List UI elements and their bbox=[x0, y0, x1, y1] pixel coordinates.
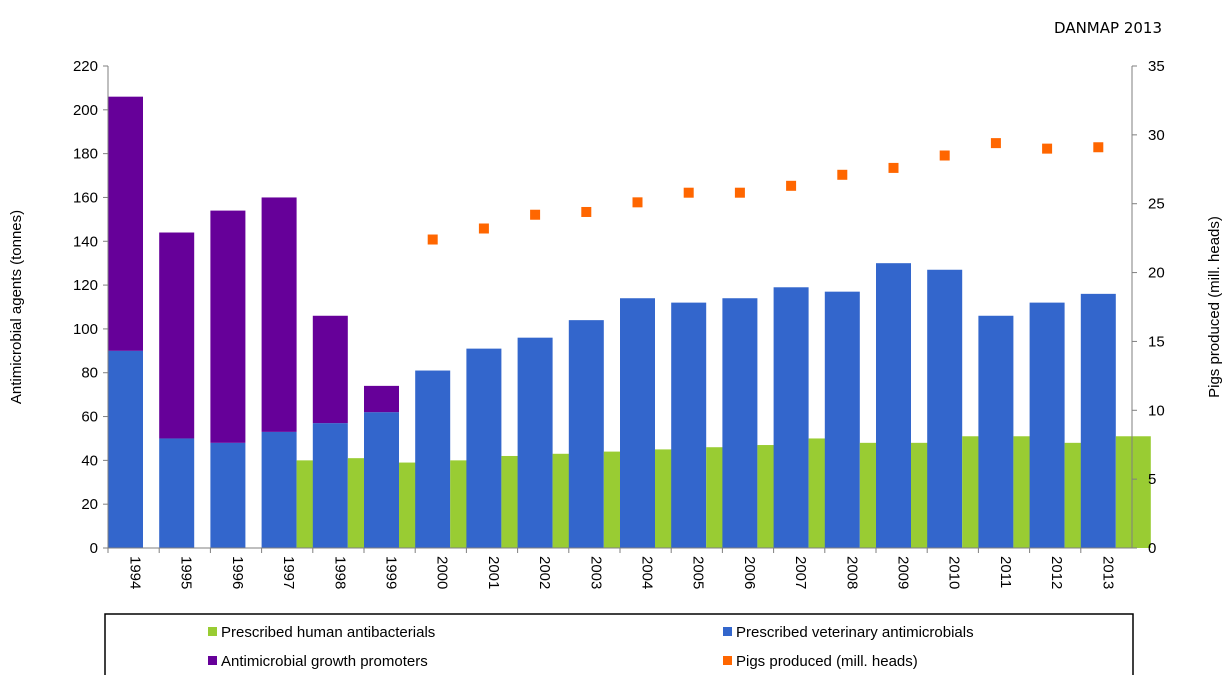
legend-swatch-pigs bbox=[723, 656, 732, 665]
bar-veterinary-2012 bbox=[1029, 302, 1065, 548]
point-pigs-2001 bbox=[478, 223, 489, 234]
bar-growth-1998 bbox=[312, 315, 348, 424]
bar-veterinary-2000 bbox=[415, 370, 451, 548]
y2-tick-label-10: 10 bbox=[1148, 402, 1165, 419]
bar-veterinary-2013 bbox=[1080, 293, 1116, 548]
legend: Prescribed human antibacterials Prescrib… bbox=[104, 613, 1134, 675]
plot-area bbox=[108, 96, 1151, 548]
x-tick-label-2012: 2012 bbox=[1048, 556, 1065, 589]
bar-veterinary-1998 bbox=[312, 423, 348, 548]
axes: 1994 1995 1996 1997 1998 1999 2000 2001 2002 2003… bbox=[73, 58, 1165, 589]
x-tick-label-2007: 2007 bbox=[792, 556, 809, 589]
y2-tick-label-35: 35 bbox=[1148, 58, 1165, 75]
x-tick-label-2008: 2008 bbox=[843, 556, 860, 589]
y-tick-label-0: 0 bbox=[90, 540, 98, 557]
x-tick-label-1996: 1996 bbox=[229, 556, 246, 589]
bar-veterinary-2008 bbox=[824, 291, 860, 548]
legend-swatch-human bbox=[208, 627, 217, 636]
bar-veterinary-1994 bbox=[108, 350, 143, 548]
bar-veterinary-2011 bbox=[978, 315, 1014, 548]
y2-tick-label-30: 30 bbox=[1148, 127, 1165, 144]
x-tick-label-2011: 2011 bbox=[997, 556, 1014, 588]
y-tick-label-20: 20 bbox=[81, 496, 98, 513]
bar-veterinary-2002 bbox=[517, 337, 553, 548]
point-pigs-2000 bbox=[427, 234, 438, 245]
bar-veterinary-2004 bbox=[620, 298, 655, 548]
point-pigs-2010 bbox=[939, 150, 950, 161]
y-tick-label-180: 180 bbox=[73, 146, 98, 163]
bar-veterinary-1996 bbox=[210, 442, 246, 548]
x-tick-label-2004: 2004 bbox=[639, 556, 656, 589]
y-tick-label-120: 120 bbox=[73, 277, 98, 294]
point-pigs-2007 bbox=[786, 180, 797, 191]
legend-box bbox=[104, 613, 1134, 675]
bar-growth-1997 bbox=[261, 197, 297, 432]
legend-label-veterinary: Prescribed veterinary antimicrobials bbox=[736, 624, 974, 641]
x-tick-label-1999: 1999 bbox=[383, 556, 400, 589]
bar-growth-1994 bbox=[108, 96, 143, 351]
y-tick-label-160: 160 bbox=[73, 189, 98, 206]
x-tick-label-1997: 1997 bbox=[280, 556, 297, 589]
bar-veterinary-1997 bbox=[261, 431, 297, 548]
point-pigs-2013 bbox=[1093, 142, 1104, 153]
bar-veterinary-1995 bbox=[159, 438, 195, 548]
bar-human-2013 bbox=[1115, 436, 1151, 548]
legend-swatch-growth bbox=[208, 656, 217, 665]
y-tick-label-220: 220 bbox=[73, 58, 98, 75]
point-pigs-2008 bbox=[837, 169, 848, 180]
point-pigs-2006 bbox=[734, 187, 745, 198]
bar-veterinary-1999 bbox=[364, 412, 399, 548]
y-tick-label-200: 200 bbox=[73, 102, 98, 119]
point-pigs-2011 bbox=[990, 138, 1001, 149]
y2-tick-label-0: 0 bbox=[1148, 540, 1156, 557]
point-pigs-2005 bbox=[683, 187, 694, 198]
bar-veterinary-2001 bbox=[466, 348, 502, 548]
bar-growth-1996 bbox=[210, 210, 246, 443]
x-tick-label-2009: 2009 bbox=[895, 556, 912, 589]
bar-veterinary-2009 bbox=[876, 263, 911, 548]
bar-veterinary-2006 bbox=[722, 298, 758, 548]
bar-veterinary-2005 bbox=[671, 302, 707, 548]
x-tick-label-2002: 2002 bbox=[536, 556, 553, 589]
legend-label-human: Prescribed human antibacterials bbox=[221, 624, 435, 641]
legend-label-growth: Antimicrobial growth promoters bbox=[221, 653, 428, 670]
legend-swatch-veterinary bbox=[723, 627, 732, 636]
point-pigs-2009 bbox=[888, 162, 899, 173]
y-tick-label-100: 100 bbox=[73, 321, 98, 338]
y2-tick-label-15: 15 bbox=[1148, 333, 1165, 350]
legend-label-pigs: Pigs produced (mill. heads) bbox=[736, 653, 918, 670]
y2-tick-label-25: 25 bbox=[1148, 196, 1165, 213]
y-tick-label-80: 80 bbox=[81, 365, 98, 382]
bar-veterinary-2010 bbox=[927, 269, 963, 548]
x-tick-label-1998: 1998 bbox=[331, 556, 348, 589]
x-tick-label-2006: 2006 bbox=[741, 556, 758, 589]
y-tick-label-60: 60 bbox=[81, 409, 98, 426]
source-label: DANMAP 2013 bbox=[1054, 19, 1162, 37]
y2-tick-label-20: 20 bbox=[1148, 265, 1165, 282]
x-tick-label-1995: 1995 bbox=[178, 556, 195, 589]
y-axis-title: Antimicrobial agents (tonnes) bbox=[8, 210, 25, 404]
x-tick-label-2001: 2001 bbox=[485, 556, 502, 589]
x-tick-label-2013: 2013 bbox=[1099, 556, 1116, 589]
y2-tick-label-5: 5 bbox=[1148, 471, 1156, 488]
bar-veterinary-2007 bbox=[773, 287, 809, 548]
point-pigs-2012 bbox=[1042, 143, 1053, 154]
x-tick-label-2005: 2005 bbox=[690, 556, 707, 589]
x-tick-label-2000: 2000 bbox=[434, 556, 451, 589]
bar-veterinary-2003 bbox=[568, 320, 604, 548]
x-tick-label-1994: 1994 bbox=[127, 556, 144, 589]
x-tick-label-2010: 2010 bbox=[946, 556, 963, 589]
bar-growth-1995 bbox=[159, 232, 195, 439]
point-pigs-2002 bbox=[530, 209, 541, 220]
y2-axis-title: Pigs produced (mill. heads) bbox=[1206, 216, 1223, 398]
point-pigs-2003 bbox=[581, 206, 592, 217]
y-tick-label-140: 140 bbox=[73, 233, 98, 250]
y-tick-label-40: 40 bbox=[81, 452, 98, 469]
bar-growth-1999 bbox=[364, 385, 399, 413]
x-tick-label-2003: 2003 bbox=[587, 556, 604, 589]
point-pigs-2004 bbox=[632, 197, 643, 208]
